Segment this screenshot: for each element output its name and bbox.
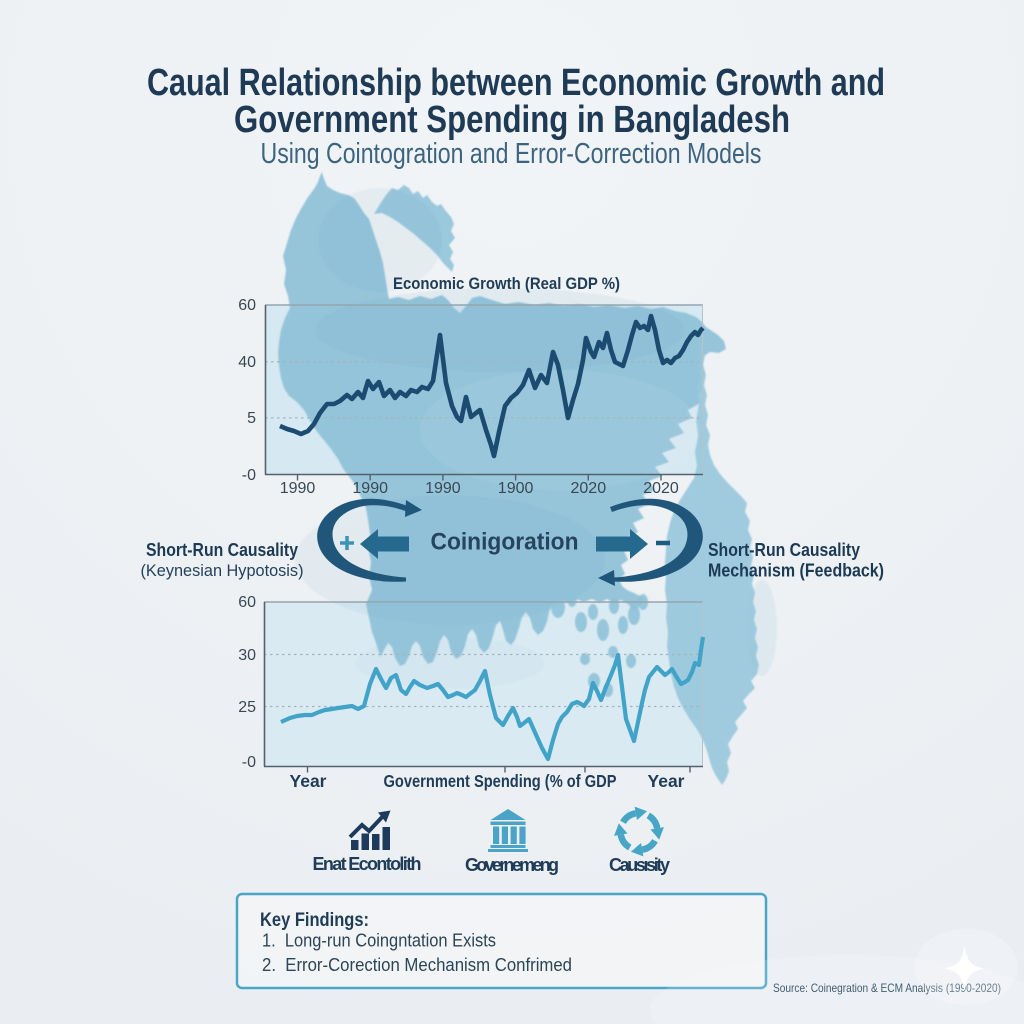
svg-text:Causısity: Causısity [609,855,670,875]
svg-text:1990: 1990 [352,480,388,497]
svg-text:30: 30 [238,647,256,664]
svg-text:(Keynesian Hypotosis): (Keynesian Hypotosis) [141,561,304,580]
svg-text:2020: 2020 [571,480,607,497]
svg-text:1990: 1990 [425,480,461,497]
svg-text:Year: Year [648,771,685,791]
svg-text:Economic Growth (Real GDP %): Economic Growth (Real GDP %) [393,275,620,293]
svg-text:-0: -0 [242,754,256,771]
svg-text:25: 25 [238,699,256,716]
svg-text:Government Spending in Banglad: Government Spending in Bangladesh [234,99,790,141]
svg-text:Key Findings:: Key Findings: [260,909,369,931]
svg-text:Using Cointogration and Error-: Using Cointogration and Error-Correction… [261,138,762,170]
svg-text:Governemeng: Governemeng [465,855,559,875]
svg-text:Short-Run Causality: Short-Run Causality [708,540,860,560]
svg-text:-0: -0 [242,467,256,484]
svg-text:Source: Coinegration & ECM Ana: Source: Coinegration & ECM Analysis (199… [773,981,1001,995]
svg-text:1. Long-run Coingntation Exis: 1. Long-run Coingntation Exists [262,931,496,951]
svg-text:Coinigoration: Coinigoration [431,529,579,556]
svg-text:Government Spending (% of GDP: Government Spending (% of GDP [384,771,617,791]
svg-text:Enat Econtolith: Enat Econtolith [313,854,422,874]
svg-text:1990: 1990 [280,480,316,497]
svg-text:5: 5 [247,410,256,427]
svg-text:40: 40 [238,354,256,371]
svg-text:2. Error-Corection Mechanism: 2. Error-Corection Mechanism Confrimed [262,955,572,975]
svg-text:60: 60 [238,594,256,611]
svg-text:Year: Year [290,771,327,791]
svg-text:Caual Relationship between Eco: Caual Relationship between Economic Grow… [147,62,885,104]
svg-text:2020: 2020 [643,480,679,497]
svg-text:1900: 1900 [498,480,534,497]
svg-text:60: 60 [238,297,256,314]
svg-text:Short-Run Causality: Short-Run Causality [146,540,298,560]
svg-text:Mechanism (Feedback): Mechanism (Feedback) [708,561,884,581]
